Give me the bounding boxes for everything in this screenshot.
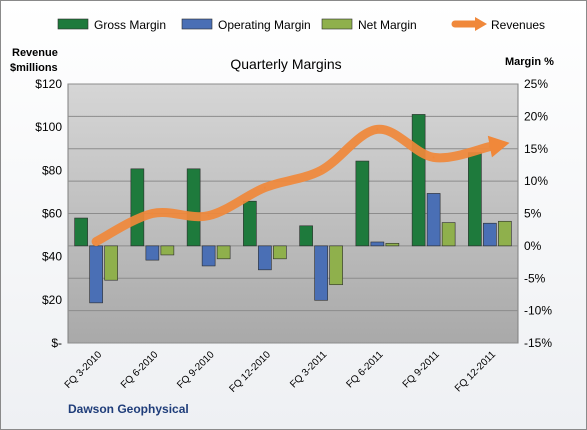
legend-label: Operating Margin — [218, 18, 311, 32]
bar-gross-margin — [186, 168, 201, 247]
bar-operating-margin — [483, 222, 497, 247]
bar-operating-margin — [201, 245, 216, 267]
right-tick-label: 25% — [524, 77, 548, 91]
revenue-point — [376, 128, 379, 131]
bar-net-margin — [385, 242, 400, 247]
bar-net-margin — [104, 245, 118, 281]
legend-label: Gross Margin — [94, 18, 166, 32]
bar-gross-margin — [74, 217, 88, 247]
bar-operating-margin — [89, 245, 103, 304]
left-tick-label: $120 — [35, 77, 62, 91]
bars — [74, 114, 512, 304]
bar-gross-margin — [299, 225, 313, 247]
revenue-point — [95, 240, 98, 243]
left-tick-label: $40 — [42, 250, 62, 264]
right-tick-label: -5% — [524, 271, 546, 285]
revenue-point — [151, 212, 154, 215]
revenue-arrow-head — [487, 135, 510, 158]
revenue-point — [263, 186, 266, 189]
legend: Gross Margin Operating Margin Net Margin Re… — [57, 17, 545, 32]
left-axis-title-line1: Revenue — [12, 47, 58, 59]
bar-net-margin — [160, 245, 175, 256]
legend-swatch — [181, 18, 213, 30]
right-axis-title: Margin % — [505, 56, 554, 68]
left-tick-label: $100 — [35, 120, 62, 134]
bar-net-margin — [441, 222, 456, 247]
legend-label: Revenues — [491, 18, 545, 32]
company-name: Dawson Geophysical — [68, 402, 189, 416]
bar-net-margin — [216, 245, 231, 260]
left-axis-title-line2: $millions — [10, 62, 58, 74]
chart-title: Quarterly Margins — [230, 56, 341, 72]
bar-gross-margin — [355, 160, 370, 247]
bar-net-margin — [329, 245, 343, 286]
bar-operating-margin — [145, 245, 160, 261]
bar-operating-margin — [370, 241, 385, 247]
right-tick-label: 20% — [524, 109, 548, 123]
revenue-point — [432, 156, 435, 159]
bar-gross-margin — [130, 168, 145, 247]
left-tick-label: $- — [51, 336, 62, 350]
bar-operating-margin — [314, 245, 328, 301]
bar-gross-margin — [468, 152, 482, 247]
right-tick-label: 0% — [524, 239, 542, 253]
bar-operating-margin — [258, 245, 272, 271]
legend-label: Net Margin — [358, 18, 417, 32]
legend-swatch-arrow — [475, 17, 487, 31]
bar-net-margin — [498, 220, 512, 247]
bar-gross-margin — [243, 200, 257, 247]
left-tick-label: $80 — [42, 163, 62, 177]
revenue-point — [207, 214, 210, 217]
revenue-point — [488, 145, 491, 148]
right-tick-label: -10% — [524, 304, 552, 318]
revenue-line-path — [91, 124, 495, 247]
revenue-point — [320, 169, 323, 172]
legend-swatch — [57, 18, 89, 30]
right-tick-label: 5% — [524, 207, 542, 221]
right-tick-label: -15% — [524, 336, 552, 350]
bar-gross-margin — [411, 114, 426, 247]
left-tick-label: $20 — [42, 293, 62, 307]
bar-operating-margin — [426, 193, 441, 247]
right-tick-label: 10% — [524, 174, 548, 188]
revenue-line — [91, 124, 510, 247]
right-tick-label: 15% — [524, 142, 548, 156]
left-tick-label: $60 — [42, 207, 62, 221]
legend-swatch — [321, 18, 353, 30]
bar-net-margin — [273, 245, 287, 260]
